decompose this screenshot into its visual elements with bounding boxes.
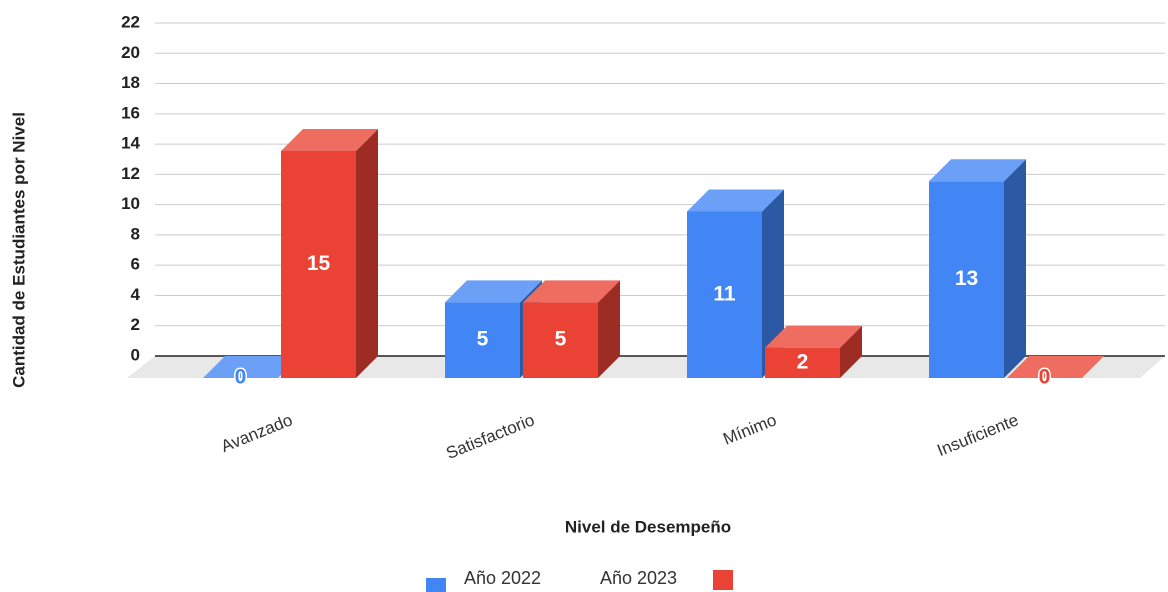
bar-face bbox=[598, 280, 620, 378]
bar-face bbox=[687, 211, 762, 378]
y-tick-label: 2 bbox=[131, 315, 140, 334]
bar bbox=[929, 159, 1026, 378]
bar-face bbox=[929, 159, 1026, 182]
x-tick-label: Insuficiente bbox=[934, 410, 1021, 460]
y-tick-label: 4 bbox=[131, 285, 141, 304]
y-tick-label: 16 bbox=[121, 103, 140, 122]
y-tick-label: 6 bbox=[131, 255, 140, 274]
legend-swatch bbox=[713, 570, 733, 590]
bar bbox=[1007, 356, 1104, 378]
bar-face bbox=[840, 325, 862, 378]
y-axis-title: Cantidad de Estudiantes por Nivel bbox=[9, 112, 28, 388]
legend-label: Año 2023 bbox=[600, 568, 677, 588]
x-axis-title: Nivel de Desempeño bbox=[565, 517, 731, 536]
bar bbox=[281, 128, 378, 378]
data-label: 5 bbox=[555, 328, 567, 351]
floor bbox=[127, 356, 1165, 378]
bar-face bbox=[765, 347, 840, 378]
data-label: 0 bbox=[235, 366, 247, 389]
x-tick-label: Avanzado bbox=[218, 410, 295, 456]
bar-face bbox=[523, 302, 598, 378]
bar bbox=[765, 325, 862, 378]
y-tick-label: 8 bbox=[131, 224, 140, 243]
bar-face bbox=[765, 325, 862, 348]
x-tick-label: Satisfactorio bbox=[443, 410, 537, 463]
bar-face bbox=[929, 181, 1004, 378]
bar-face bbox=[687, 189, 784, 212]
bar bbox=[523, 280, 620, 378]
bar-face bbox=[445, 302, 520, 378]
data-label: 13 bbox=[955, 267, 978, 290]
y-tick-label: 22 bbox=[121, 12, 140, 31]
bar-face bbox=[523, 280, 620, 303]
data-label: 2 bbox=[797, 350, 809, 373]
y-tick-label: 12 bbox=[121, 164, 140, 183]
bar-face bbox=[281, 128, 378, 151]
data-label: 0 bbox=[1039, 366, 1051, 389]
legend-swatch bbox=[426, 578, 446, 592]
y-tick-label: 14 bbox=[121, 134, 140, 153]
bar-face bbox=[445, 280, 542, 303]
x-tick-label: Mínimo bbox=[720, 410, 779, 448]
bar-face bbox=[1007, 356, 1104, 378]
y-tick-label: 0 bbox=[131, 345, 140, 364]
bar-face bbox=[356, 128, 378, 378]
bar bbox=[687, 189, 784, 378]
data-label: 11 bbox=[713, 282, 736, 305]
y-tick-label: 20 bbox=[121, 43, 140, 62]
data-label: 5 bbox=[477, 328, 489, 351]
y-tick-label: 10 bbox=[121, 194, 140, 213]
bar-face bbox=[762, 189, 784, 378]
bar-face bbox=[281, 150, 356, 378]
legend-label: Año 2022 bbox=[464, 568, 541, 588]
y-tick-label: 18 bbox=[121, 73, 140, 92]
bar-face bbox=[1004, 159, 1026, 378]
bar bbox=[203, 356, 300, 378]
bar-face bbox=[203, 356, 300, 378]
data-label: 15 bbox=[307, 252, 331, 275]
